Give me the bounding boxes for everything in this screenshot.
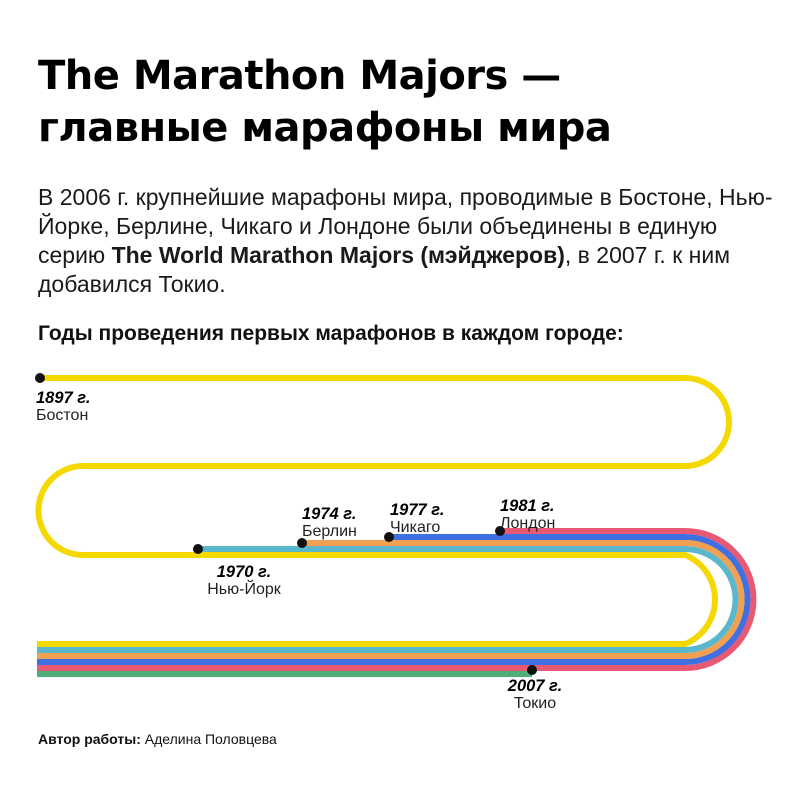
intro-paragraph: В 2006 г. крупнейшие марафоны мира, пров… [38, 183, 778, 299]
start-dot-3 [297, 538, 307, 548]
marathon-city: Чикаго [390, 519, 441, 536]
marathon-city: Берлин [302, 523, 357, 540]
marathon-city: Бостон [36, 407, 89, 424]
author-name: Аделина Половцева [140, 731, 277, 747]
route-line-4 [37, 534, 751, 665]
start-dot-5 [495, 526, 505, 536]
marathon-label-3: 1974 г. Берлин [302, 505, 357, 541]
start-dot-4 [384, 532, 394, 542]
page-title: The Marathon Majors — главные марафоны м… [38, 50, 778, 154]
marathon-label-2: 1970 г. Нью-Йорк [207, 563, 281, 599]
title-line-2: главные марафоны мира [38, 105, 612, 151]
marathon-year: 1970 г. [216, 563, 272, 581]
author-label: Автор работы: [38, 731, 141, 747]
intro-text-1: В 2006 г. крупнейшие марафоны мира, пров… [38, 184, 773, 268]
route-line-2 [37, 546, 739, 653]
author-credit: Автор работы: Аделина Половцева [38, 731, 277, 747]
marathon-year: 1981 г. [500, 497, 555, 515]
start-dot-1 [35, 373, 45, 383]
marathon-city: Нью-Йорк [207, 581, 281, 598]
timeline-subtitle: Годы проведения первых марафонов в каждо… [38, 322, 624, 345]
route-line-3 [37, 540, 745, 659]
marathon-label-1: 1897 г. Бостон [36, 389, 90, 425]
intro-bold-text: The World Marathon Majors (мэйджеров) [111, 242, 565, 268]
start-dots [35, 373, 537, 675]
start-dot-2 [193, 544, 203, 554]
intro-text-2: , в 2007 г. к ним добавился Токио. [38, 242, 731, 297]
title-line-1: The Marathon Majors — [38, 53, 561, 99]
start-dot-6 [527, 665, 537, 675]
marathon-year: 1897 г. [36, 389, 91, 407]
marathon-city: Токио [513, 695, 557, 712]
marathon-city: Лондон [500, 515, 556, 532]
marathon-label-5: 1981 г. Лондон [500, 497, 555, 533]
marathon-year: 1974 г. [302, 505, 357, 523]
route-lines [35, 375, 757, 677]
route-line-5 [37, 528, 757, 671]
marathon-year: 2007 г. [507, 677, 563, 695]
marathon-year: 1977 г. [390, 501, 445, 519]
marathon-label-6: 2007 г. Токио [508, 677, 562, 713]
marathon-label-4: 1977 г. Чикаго [390, 501, 444, 537]
route-line-1 [35, 375, 732, 647]
